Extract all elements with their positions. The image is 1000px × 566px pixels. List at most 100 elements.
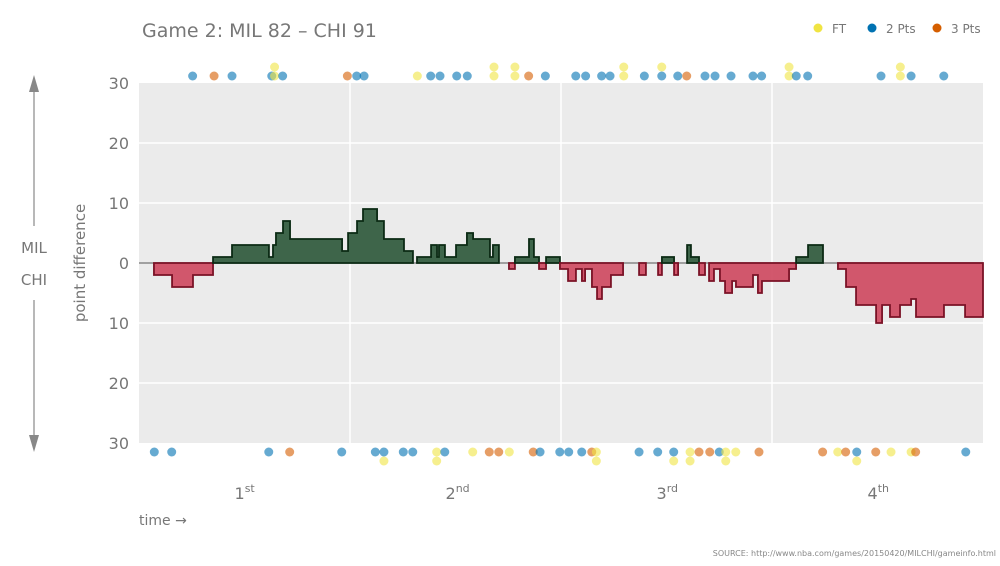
quarter-number: 3 <box>657 484 667 503</box>
chi-lead-area <box>153 262 214 288</box>
mil-lead-area <box>416 232 500 264</box>
chi-two-pointer-dot <box>653 447 663 457</box>
mil-two-pointer-dot <box>571 71 581 81</box>
mil-two-pointer-dot <box>462 71 472 81</box>
mil-two-pointer-dot <box>581 71 591 81</box>
mil-two-pointer-dot <box>540 71 550 81</box>
quarter-labels: 1st 2nd 3rd 4th <box>235 482 890 503</box>
chi-free-throw-dot <box>886 447 896 457</box>
chi-lead-area <box>657 262 663 276</box>
mil-lead-area <box>661 256 675 264</box>
quarter-number: 4 <box>868 484 878 503</box>
mil-two-pointer-dot <box>791 71 801 81</box>
chi-lead-area <box>708 262 797 294</box>
quarter-suffix: th <box>878 482 889 495</box>
y-tick-label: 0 <box>119 254 129 273</box>
chi-two-pointer-dot <box>149 447 159 457</box>
mil-free-throw-dot <box>510 71 520 81</box>
mil-free-throw-dot <box>489 71 499 81</box>
quarter-suffix: nd <box>456 482 470 495</box>
mil-two-pointer-dot <box>188 71 198 81</box>
mil-two-pointer-dot <box>803 71 813 81</box>
mil-three-pointer-dot <box>524 71 534 81</box>
mil-two-pointer-dot <box>876 71 886 81</box>
mil-two-pointer-dot <box>452 71 462 81</box>
quarter-number: 2 <box>446 484 456 503</box>
chi-free-throw-dot <box>852 456 862 466</box>
chi-two-pointer-dot <box>337 447 347 457</box>
team-direction-axis <box>29 75 39 452</box>
chi-two-pointer-dot <box>634 447 644 457</box>
chi-three-pointer-dot <box>871 447 881 457</box>
chi-two-pointer-dot <box>852 447 862 457</box>
chi-free-throw-dot <box>833 447 843 457</box>
y-tick-label: 20 <box>109 134 129 153</box>
chi-two-pointer-dot <box>408 447 418 457</box>
chi-two-pointer-dot <box>555 447 565 457</box>
chi-lead-area <box>673 262 680 276</box>
chi-three-pointer-dot <box>754 447 764 457</box>
chi-lead-area <box>837 262 984 324</box>
mil-three-pointer-dot <box>342 71 352 81</box>
y-axis-ticks: 30 20 10 0 10 20 30 <box>109 74 129 453</box>
team-down-label: CHI <box>21 271 47 289</box>
mil-two-pointer-dot <box>639 71 649 81</box>
mil-two-pointer-dot <box>359 71 369 81</box>
chi-three-pointer-dot <box>528 447 538 457</box>
y-tick-label: 30 <box>109 74 129 93</box>
mil-free-throw-dot <box>895 62 905 72</box>
mil-free-throw-dot <box>784 62 794 72</box>
mil-lead-area <box>212 208 414 264</box>
mil-free-throw-dot <box>412 71 422 81</box>
mil-two-pointer-dot <box>435 71 445 81</box>
chi-lead-area <box>508 262 516 270</box>
quarter-suffix: st <box>245 482 256 495</box>
mil-two-pointer-dot <box>278 71 288 81</box>
chi-two-pointer-dot <box>440 447 450 457</box>
chi-two-pointer-dot <box>669 447 679 457</box>
mil-two-pointer-dot <box>657 71 667 81</box>
chi-lead-area <box>698 262 706 276</box>
chi-free-throw-dot <box>721 447 731 457</box>
mil-lead-area <box>545 256 561 264</box>
legend-3pts-marker <box>932 23 942 33</box>
chi-free-throw-dot <box>432 447 442 457</box>
mil-free-throw-dot <box>619 62 629 72</box>
team-up-label: MIL <box>21 239 47 257</box>
margin-areas <box>153 208 984 324</box>
mil-two-pointer-dot <box>726 71 736 81</box>
chi-three-pointer-dot <box>705 447 715 457</box>
mil-free-throw-dot <box>510 62 520 72</box>
quarter-label: 3rd <box>657 482 679 503</box>
chi-two-pointer-dot <box>535 447 545 457</box>
chi-free-throw-dot <box>721 456 731 466</box>
mil-two-pointer-dot <box>710 71 720 81</box>
chi-free-throw-dot <box>685 447 695 457</box>
chi-two-pointer-dot <box>379 447 389 457</box>
mil-two-pointer-dot <box>426 71 436 81</box>
up-arrow-icon <box>29 75 39 92</box>
chi-two-pointer-dot <box>370 447 380 457</box>
legend-3pts-label: 3 Pts <box>951 22 981 36</box>
mil-free-throw-dot <box>895 71 905 81</box>
mil-lead-area <box>514 238 540 264</box>
chi-two-pointer-dot <box>961 447 971 457</box>
legend-ft-marker <box>813 23 823 33</box>
mil-two-pointer-dot <box>227 71 237 81</box>
legend-2pts-label: 2 Pts <box>886 22 916 36</box>
mil-two-pointer-dot <box>939 71 949 81</box>
mil-free-throw-dot <box>784 71 794 81</box>
chi-two-pointer-dot <box>398 447 408 457</box>
chi-free-throw-dot <box>591 456 601 466</box>
mil-two-pointer-dot <box>748 71 758 81</box>
y-tick-label: 10 <box>109 314 129 333</box>
chi-three-pointer-dot <box>818 447 828 457</box>
source-note: SOURCE: http://www.nba.com/games/2015042… <box>713 549 996 558</box>
mil-free-throw-dot <box>657 62 667 72</box>
chi-three-pointer-dot <box>694 447 704 457</box>
chi-free-throw-dot <box>504 447 514 457</box>
quarter-label: 1st <box>235 482 256 503</box>
chi-three-pointer-dot <box>484 447 494 457</box>
y-tick-label: 20 <box>109 374 129 393</box>
